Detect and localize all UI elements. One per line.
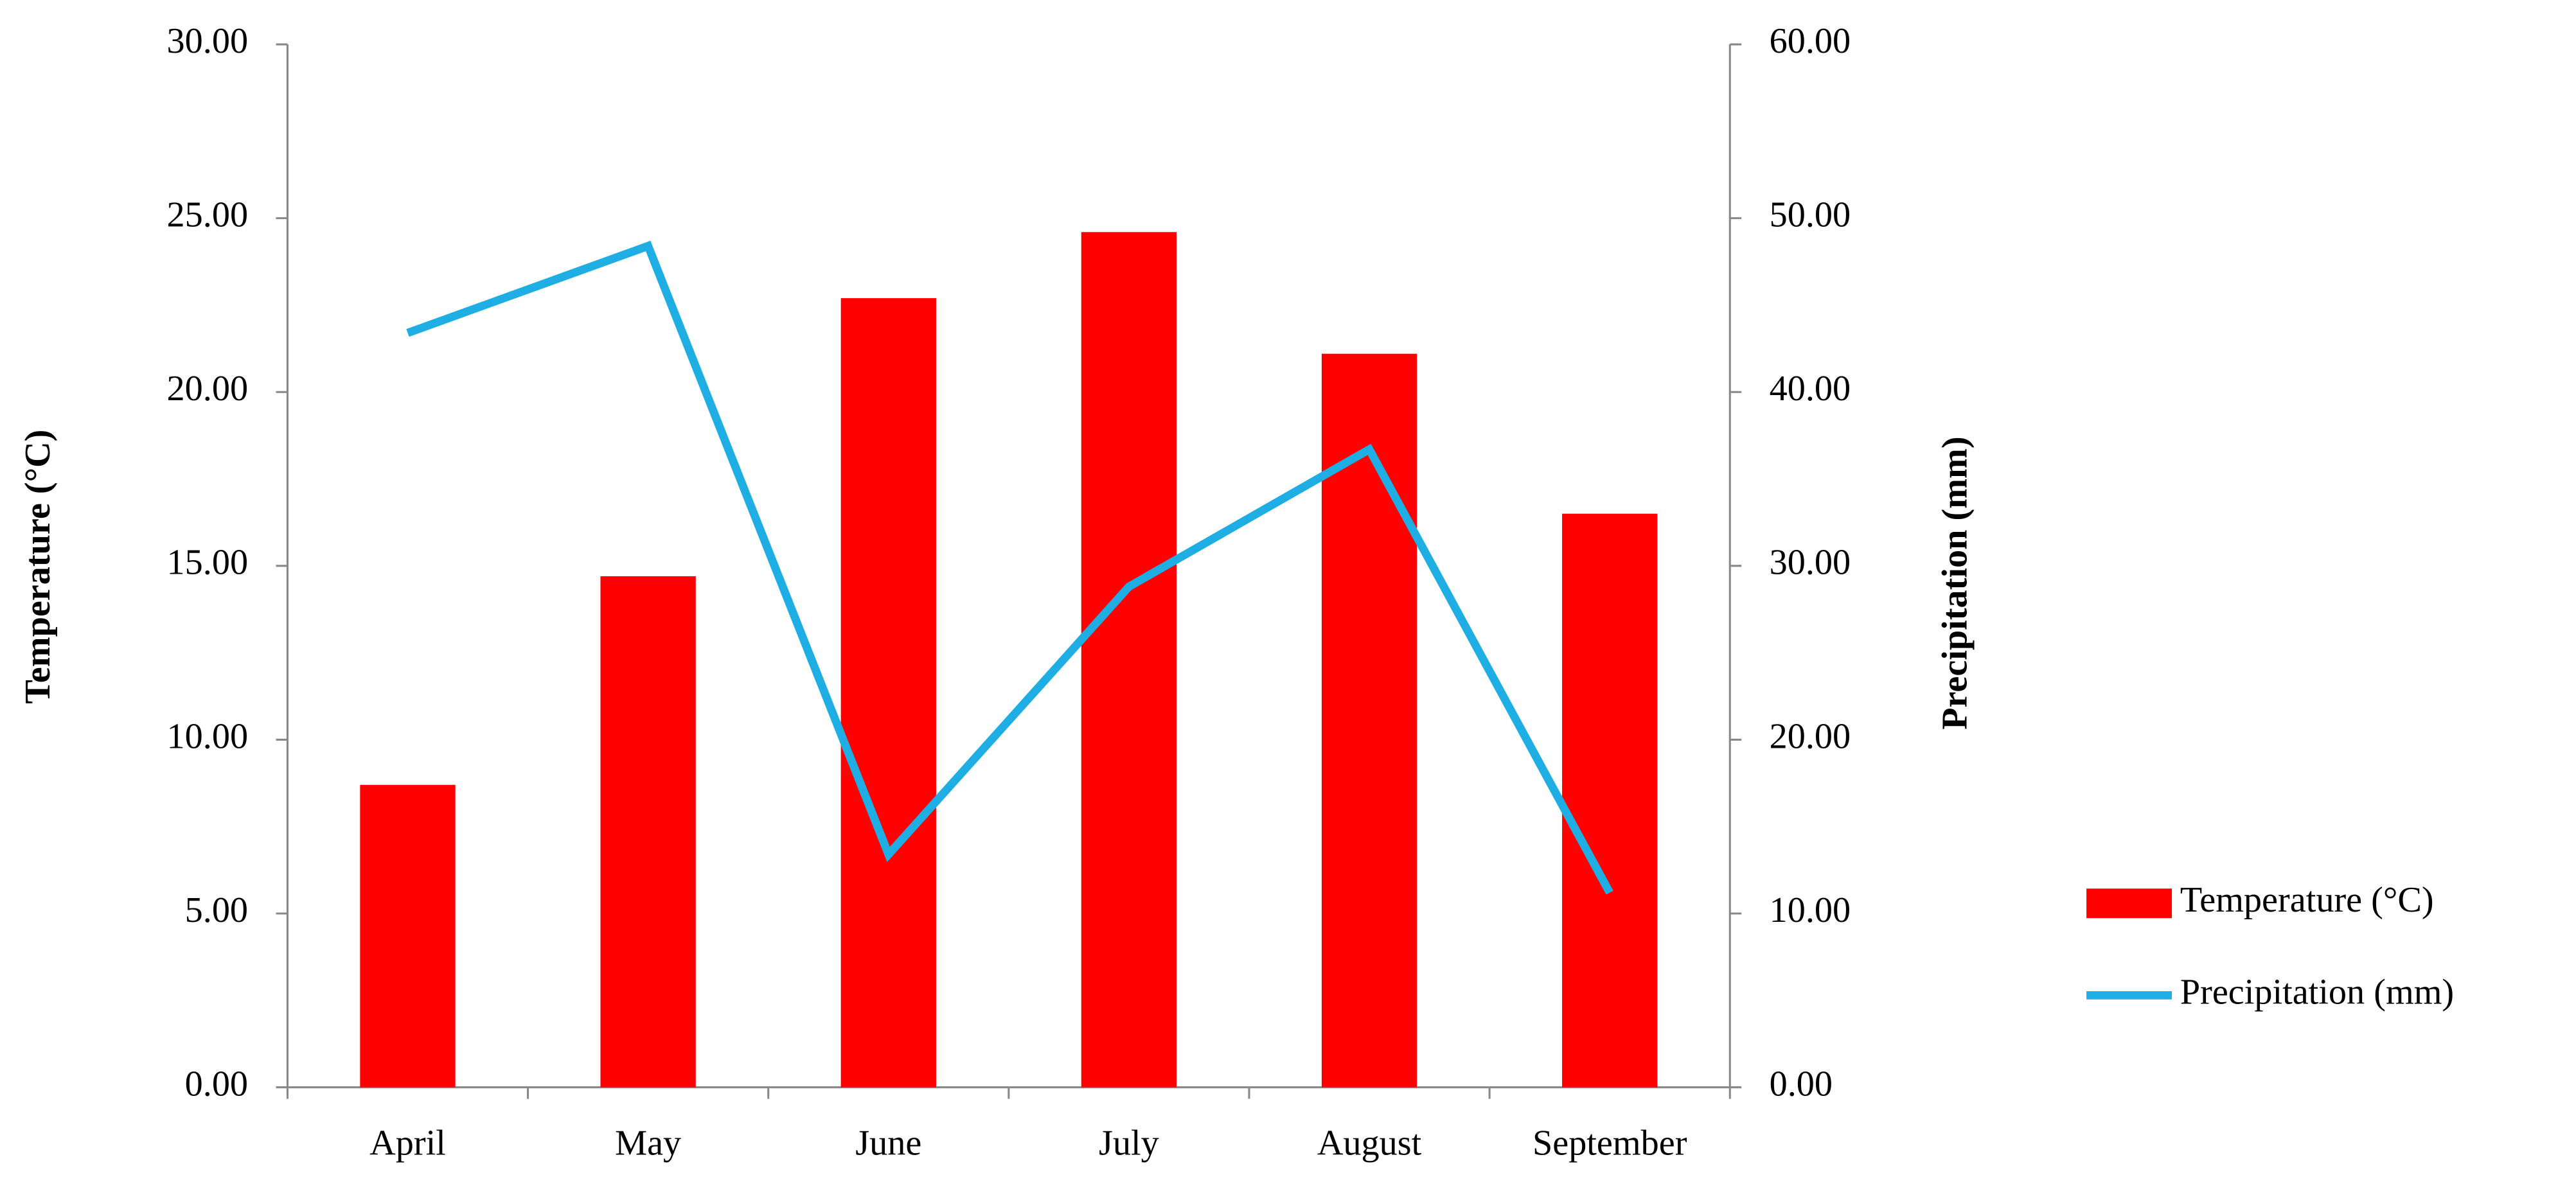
y2-tick-label: 50.00 [1770, 195, 1851, 235]
legend-label: Precipitation (mm) [2180, 972, 2454, 1012]
y2-tick-label: 60.00 [1770, 21, 1851, 61]
x-tick-label: May [615, 1124, 681, 1163]
y-tick-label: 25.00 [167, 195, 249, 235]
y2-tick-label: 0.00 [1770, 1064, 1833, 1104]
y2-tick-label: 10.00 [1770, 890, 1851, 930]
y2-axis-title: Precipitation (mm) [1935, 436, 1975, 730]
y2-tick-label: 20.00 [1770, 716, 1851, 756]
bar [360, 784, 456, 1088]
bar [840, 298, 936, 1088]
y-axis-title: Temperature (°C) [18, 430, 58, 704]
legend-swatch [2086, 888, 2172, 919]
y-tick-label: 30.00 [167, 21, 249, 61]
x-tick-label: April [369, 1124, 446, 1163]
line [406, 240, 1613, 895]
y2-tick-label: 30.00 [1770, 543, 1851, 583]
bar [1081, 232, 1177, 1088]
bar [1562, 513, 1658, 1088]
x-tick-label: July [1099, 1124, 1159, 1163]
legend-label: Temperature (°C) [2180, 880, 2434, 920]
x-tick-label: August [1317, 1124, 1422, 1163]
y2-tick-label: 40.00 [1770, 369, 1851, 409]
x-tick-label: September [1532, 1124, 1687, 1163]
y-tick-label: 5.00 [185, 890, 248, 930]
bar [600, 576, 696, 1088]
y-tick-label: 20.00 [167, 369, 249, 409]
bar [1321, 353, 1417, 1088]
y-tick-label: 10.00 [167, 716, 249, 756]
y-tick-label: 15.00 [167, 543, 249, 583]
y-tick-label: 0.00 [185, 1064, 248, 1104]
x-tick-label: June [855, 1124, 921, 1163]
